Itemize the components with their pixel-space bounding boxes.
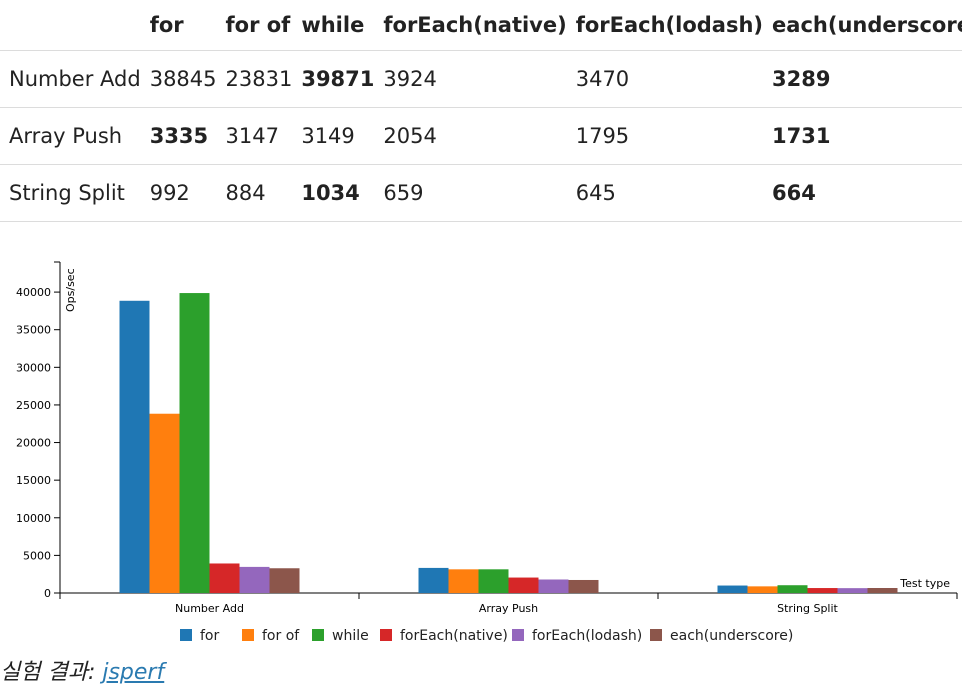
table-header-cell: while [292, 0, 375, 51]
table-header-row: for for of while forEach(native) forEach(lod… [0, 0, 962, 51]
legend-swatch [512, 629, 524, 641]
bar-for-2 [717, 585, 748, 593]
legend-swatch [312, 629, 324, 641]
legend-label: for [200, 628, 219, 644]
table-cell: 3335 [140, 107, 217, 165]
bar-while-2 [777, 585, 808, 593]
bar-foreach-native--2 [807, 588, 838, 593]
bar-for-of-1 [448, 569, 479, 593]
table-row: String Split 992 884 1034 659 645 664 [0, 164, 962, 222]
table-header-cell: each(underscore) [763, 0, 962, 51]
table-cell: 884 [216, 164, 293, 222]
table-cell: 3147 [216, 107, 293, 165]
x-tick-label: String Split [777, 602, 838, 615]
table-cell: 2054 [374, 107, 567, 165]
bar-foreach-native--1 [508, 577, 539, 593]
y-tick-label: 20000 [16, 437, 51, 450]
bar-foreach-lodash--0 [239, 566, 270, 593]
legend-swatch [242, 629, 254, 641]
bar-each-underscore--1 [568, 579, 599, 593]
bar-while-0 [179, 293, 210, 593]
table-header-cell: forEach(lodash) [566, 0, 764, 51]
table-cell: 3289 [763, 50, 962, 108]
bar-for-of-0 [149, 413, 180, 593]
bar-chart: 0 5000 10000 15000 20000 25000 30000 35000 40000… [16, 261, 958, 644]
bar-for-0 [119, 300, 150, 593]
bar-foreach-lodash--1 [538, 579, 569, 593]
caption-prefix: 실험 결과: [0, 660, 103, 685]
table-header-cell: for of [216, 0, 293, 51]
table-header-cell: forEach(native) [374, 0, 567, 51]
table-cell: 992 [140, 164, 217, 222]
y-tick-label: 15000 [16, 474, 51, 487]
legend-label: forEach(lodash) [532, 628, 642, 644]
row-label: Number Add [0, 50, 141, 108]
table-cell: 664 [763, 164, 962, 222]
bar-each-underscore--0 [269, 568, 300, 593]
table-cell: 39871 [292, 50, 375, 108]
table-cell: 1731 [763, 107, 962, 165]
y-tick-label: 5000 [23, 549, 51, 562]
table-cell: 38845 [140, 50, 217, 108]
legend-label: for of [262, 628, 300, 644]
legend-label: each(underscore) [670, 628, 793, 644]
bar-each-underscore--2 [867, 588, 898, 593]
table-header-cell [0, 0, 141, 51]
table-cell: 1795 [566, 107, 764, 165]
x-tick-label: Array Push [479, 602, 538, 615]
legend-swatch [180, 629, 192, 641]
bar-for-1 [418, 567, 449, 593]
table-cell: 3924 [374, 50, 567, 108]
table-cell: 659 [374, 164, 567, 222]
y-tick-label: 30000 [16, 361, 51, 374]
legend-swatch [650, 629, 662, 641]
table-cell: 23831 [216, 50, 293, 108]
table-cell: 3470 [566, 50, 764, 108]
x-axis-label: Test type [899, 577, 950, 590]
bar-while-1 [478, 569, 509, 593]
table-cell: 645 [566, 164, 764, 222]
table-row: Array Push 3335 3147 3149 2054 1795 1731 [0, 107, 962, 165]
legend-label: forEach(native) [400, 628, 508, 644]
legend-label: while [332, 628, 369, 644]
row-label: Array Push [0, 107, 141, 165]
caption: 실험 결과: jsperf [0, 654, 164, 686]
y-axis-label: Ops/sec [64, 268, 77, 312]
y-tick-label: 35000 [16, 324, 51, 337]
table-cell: 3149 [292, 107, 375, 165]
bar-foreach-lodash--2 [837, 588, 868, 593]
y-tick-label: 25000 [16, 399, 51, 412]
bar-for-of-2 [747, 586, 778, 593]
results-table: for for of while forEach(native) forEach(lod… [0, 0, 962, 222]
table-cell: 1034 [292, 164, 375, 222]
y-tick-label: 0 [44, 587, 51, 600]
table-header-cell: for [140, 0, 217, 51]
table-body: Number Add 38845 23831 39871 3924 3470 3289 Arr… [0, 50, 962, 222]
bar-foreach-native--0 [209, 563, 240, 593]
row-label: String Split [0, 164, 141, 222]
table-row: Number Add 38845 23831 39871 3924 3470 3289 [0, 50, 962, 108]
jsperf-link[interactable]: jsperf [102, 660, 165, 685]
x-tick-label: Number Add [175, 602, 244, 615]
y-tick-label: 10000 [16, 512, 51, 525]
legend-swatch [380, 629, 392, 641]
y-tick-label: 40000 [16, 286, 51, 299]
